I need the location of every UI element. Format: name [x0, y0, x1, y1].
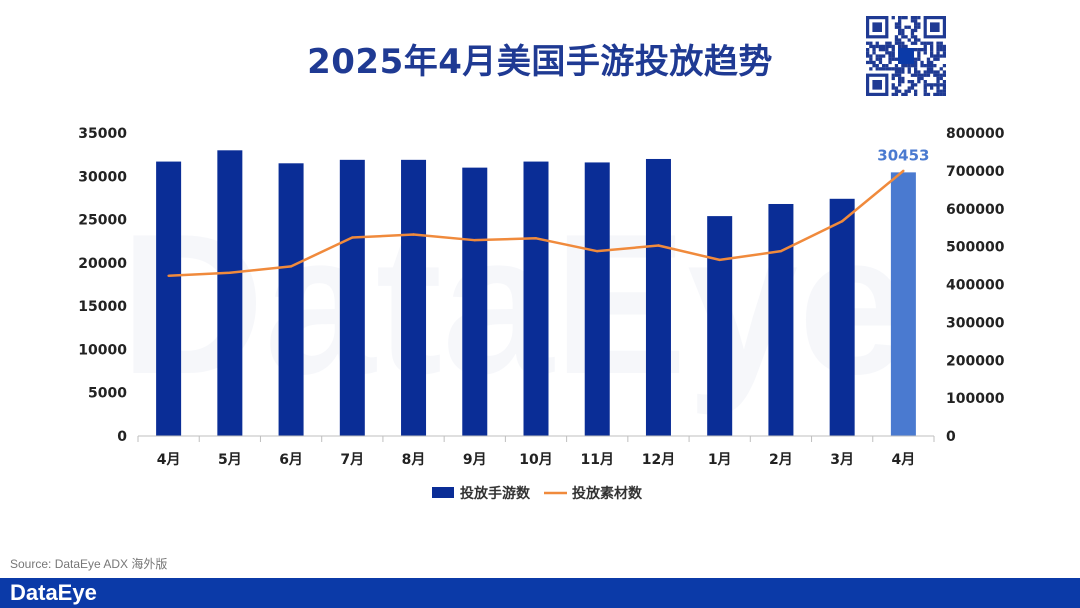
- bar-11: [829, 198, 855, 436]
- legend-swatch-bar: [432, 487, 454, 498]
- y-right-tick-label: 500000: [946, 240, 1005, 256]
- line-point-8: [657, 244, 660, 247]
- x-tick-label: 12月: [642, 452, 675, 468]
- x-tick-label: 4月: [892, 452, 916, 468]
- y-left-tick-label: 30000: [78, 169, 127, 185]
- x-tick-label: 5月: [218, 452, 242, 468]
- bar-10: [768, 203, 794, 436]
- y-right-tick-label: 400000: [946, 278, 1005, 294]
- x-tick-label: 9月: [463, 452, 487, 468]
- x-tick-label: 3月: [830, 452, 854, 468]
- bar-8: [645, 158, 671, 436]
- y-left-tick-label: 20000: [78, 256, 127, 272]
- y-right-tick-label: 600000: [946, 202, 1005, 218]
- line-point-10: [779, 249, 783, 253]
- line-point-5: [473, 238, 476, 242]
- line-point-11: [840, 220, 844, 223]
- line-point-6: [534, 237, 538, 240]
- line-point-7: [596, 249, 599, 253]
- bar-0: [156, 161, 182, 436]
- line-point-0: [167, 274, 170, 277]
- x-tick-label: 1月: [708, 452, 732, 468]
- x-tick-label: 7月: [340, 452, 364, 468]
- line-point-12: [902, 169, 905, 173]
- y-right-tick-label: 700000: [946, 164, 1005, 180]
- x-tick-label: 2月: [769, 452, 793, 468]
- y-left-tick-label: 35000: [78, 126, 127, 142]
- bar-12: [890, 172, 916, 437]
- bar-1: [217, 150, 243, 437]
- brand-logo: DataEye: [10, 580, 97, 605]
- bar-6: [523, 161, 549, 436]
- y-left-tick-label: 5000: [88, 386, 127, 402]
- line-point-1: [228, 271, 232, 274]
- data-label: 30453: [877, 146, 929, 164]
- bar-5: [462, 167, 488, 436]
- y-right-tick-label: 800000: [946, 126, 1005, 142]
- bar-7: [584, 162, 610, 437]
- bar-2: [278, 163, 304, 437]
- legend-label-bar: 投放手游数: [460, 485, 531, 502]
- bar-4: [401, 159, 427, 436]
- bar-3: [339, 159, 365, 436]
- line-point-3: [351, 236, 354, 239]
- line-point-9: [718, 258, 721, 262]
- y-right-tick-label: 100000: [946, 391, 1005, 407]
- line-point-4: [412, 233, 415, 236]
- x-tick-label: 11月: [580, 452, 613, 468]
- chart-title: 2025年4月美国手游投放趋势: [307, 42, 773, 82]
- chart-area: 4月 5月 6月 7月 8月 9月 10月 11月 12月 1月 2月 3月 4月 0 5000 10000 1…: [78, 126, 1005, 502]
- footer-bar: DataEye: [0, 578, 1080, 608]
- y-right-tick-label: 0: [946, 429, 956, 445]
- x-tick-label: 10月: [519, 452, 552, 468]
- y-left-tick-label: 25000: [78, 213, 127, 229]
- source-note: Source: DataEye ADX 海外版: [10, 557, 168, 571]
- y-right-tick-label: 200000: [946, 353, 1005, 369]
- y-left-tick-label: 0: [117, 429, 127, 445]
- y-left-tick-label: 10000: [78, 342, 127, 358]
- line-point-2: [289, 265, 293, 268]
- x-tick-label: 4月: [157, 452, 181, 468]
- qr-code: [866, 16, 946, 96]
- bar-9: [707, 216, 733, 436]
- y-right-tick-label: 300000: [946, 315, 1005, 331]
- x-tick-label: 6月: [279, 452, 303, 468]
- legend-label-line: 投放素材数: [572, 485, 643, 502]
- y-left-tick-label: 15000: [78, 299, 127, 315]
- x-tick-label: 8月: [402, 452, 426, 468]
